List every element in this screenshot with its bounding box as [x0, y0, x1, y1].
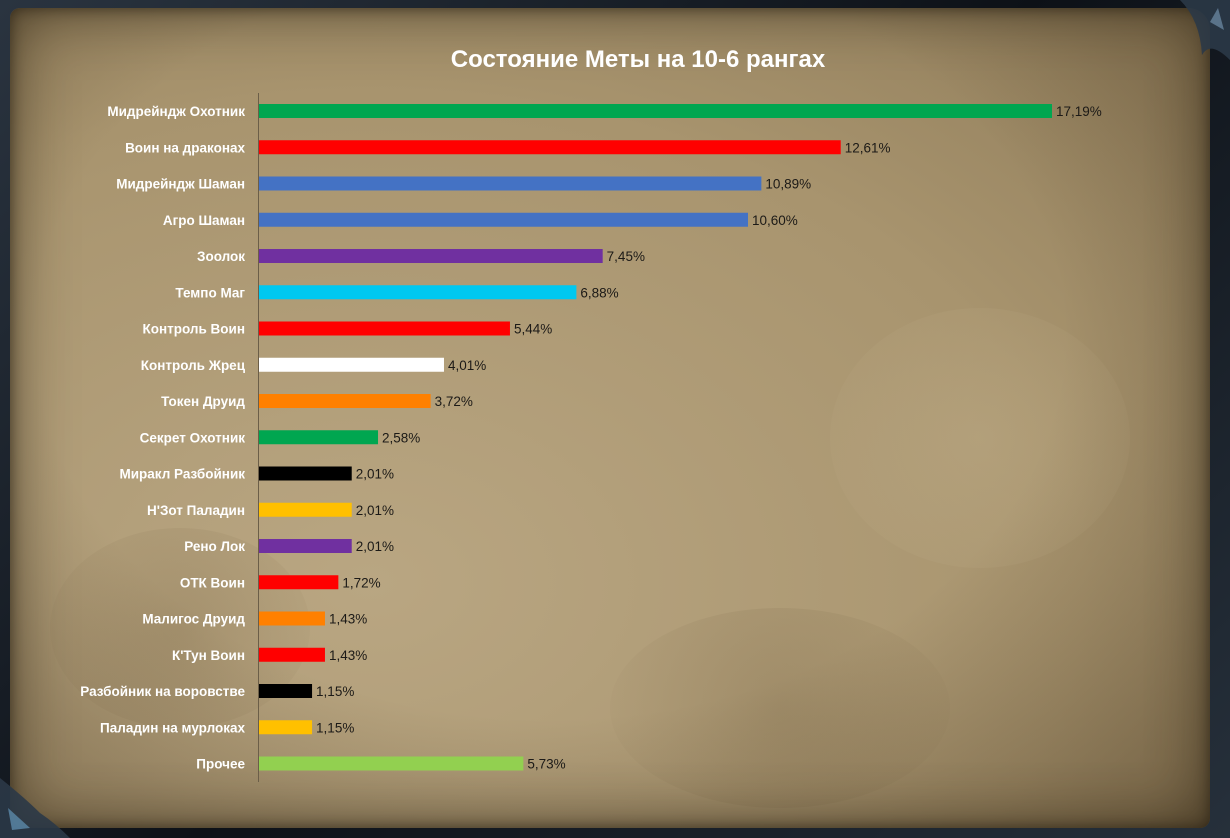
value-label: 1,43% [329, 648, 367, 663]
value-label: 10,60% [752, 213, 798, 228]
category-label: Контроль Воин [143, 322, 245, 337]
bar [259, 756, 524, 771]
bar [259, 611, 325, 626]
category-label: Разбойник на воровстве [80, 684, 245, 699]
category-label: Рено Лок [184, 539, 245, 554]
category-label: К'Тун Воин [172, 648, 245, 663]
bar [259, 321, 510, 336]
category-label: Токен Друид [161, 394, 245, 409]
value-label: 1,43% [329, 612, 367, 627]
value-label: 2,01% [356, 467, 394, 482]
bar [259, 104, 1052, 118]
value-label: 12,61% [845, 140, 891, 155]
bar [259, 684, 313, 698]
category-label: Малигос Друид [142, 612, 245, 627]
category-label: Н'Зот Паладин [147, 503, 245, 518]
value-label: 7,45% [607, 249, 645, 264]
value-label: 3,72% [435, 394, 473, 409]
value-label: 5,44% [514, 322, 552, 337]
value-label: 17,19% [1056, 104, 1102, 119]
bar [259, 285, 577, 300]
bar [259, 502, 352, 517]
category-label: Секрет Охотник [140, 430, 246, 445]
bar [259, 539, 352, 553]
category-label: ОТК Воин [180, 575, 245, 590]
bar [259, 140, 841, 155]
value-label: 1,15% [316, 720, 354, 735]
value-label: 5,73% [527, 757, 565, 772]
value-label: 10,89% [765, 177, 811, 192]
value-label: 4,01% [448, 358, 486, 373]
category-label: Паладин на мурлоках [100, 720, 245, 735]
category-label: Контроль Жрец [141, 358, 246, 373]
bar [259, 575, 339, 590]
category-label: Агро Шаман [163, 213, 245, 228]
bars-group: Мидрейндж Охотник 17,19% Воин на драконах 1… [80, 104, 1102, 772]
bar [259, 720, 313, 735]
category-label: Прочее [196, 757, 245, 772]
value-label: 6,88% [580, 285, 618, 300]
chart-title: Состояние Меты на 10-6 рангах [451, 46, 826, 73]
category-label: Миракл Разбойник [119, 467, 245, 482]
category-label: Мидрейндж Шаман [116, 177, 245, 192]
bar [259, 394, 431, 408]
value-label: 2,58% [382, 430, 420, 445]
bar [259, 249, 603, 263]
value-label: 2,01% [356, 539, 394, 554]
category-label: Зоолок [197, 249, 245, 264]
bar [259, 430, 379, 445]
value-label: 1,15% [316, 684, 354, 699]
value-label: 2,01% [356, 503, 394, 518]
category-label: Воин на драконах [125, 140, 245, 155]
bar [259, 466, 352, 481]
bar [259, 357, 444, 372]
category-label: Темпо Маг [175, 285, 245, 300]
bar [259, 176, 762, 191]
bar [259, 212, 748, 227]
value-label: 1,72% [342, 575, 380, 590]
category-label: Мидрейндж Охотник [107, 104, 245, 119]
bar [259, 647, 325, 662]
